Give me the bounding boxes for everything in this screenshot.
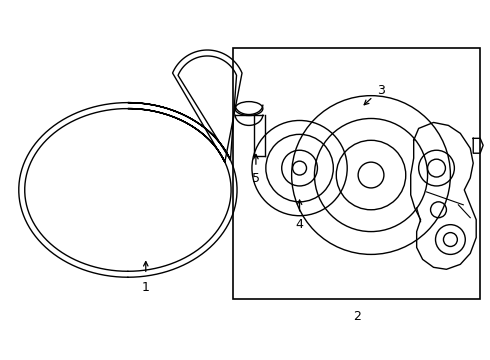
Text: 2: 2 <box>353 310 361 323</box>
Text: 1: 1 <box>142 281 150 294</box>
Text: 4: 4 <box>295 218 303 231</box>
Text: 3: 3 <box>377 84 385 97</box>
Bar <box>233 48 480 299</box>
Text: 5: 5 <box>252 171 260 185</box>
